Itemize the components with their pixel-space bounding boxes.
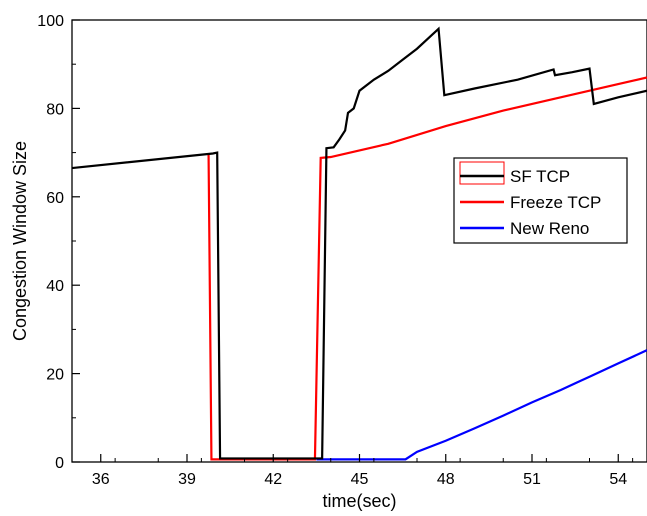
tick-layer: 36 39 42 45 48 51 54 0 20 40 60 80 100 <box>37 13 634 488</box>
legend: SF TCP Freeze TCP New Reno <box>453 157 628 244</box>
x-tick-label: 42 <box>264 471 282 488</box>
y-tick-label: 100 <box>37 13 64 30</box>
x-tick-label: 39 <box>178 471 196 488</box>
series-line-sf-tcp <box>71 26 647 460</box>
series-line-new-reno <box>316 349 647 461</box>
x-tick-label: 45 <box>351 471 369 488</box>
y-tick-label: 80 <box>46 101 64 118</box>
y-tick-label: 0 <box>55 455 64 472</box>
x-tick-label: 48 <box>437 471 455 488</box>
legend-label-new-reno: New Reno <box>510 219 589 238</box>
y-tick-label: 60 <box>46 190 64 207</box>
legend-swatch-highlight <box>459 161 505 185</box>
y-tick-label: 20 <box>46 367 64 384</box>
legend-label-freeze-tcp: Freeze TCP <box>510 193 601 212</box>
x-axis-label: time(sec) <box>322 491 396 511</box>
y-axis-label: Congestion Window Size <box>10 141 30 341</box>
x-tick-label: 54 <box>609 471 627 488</box>
x-tick-label: 51 <box>523 471 541 488</box>
series-layer <box>71 26 647 461</box>
legend-label-sf-tcp: SF TCP <box>510 167 570 186</box>
x-tick-label: 36 <box>92 471 110 488</box>
y-tick-label: 40 <box>46 278 64 295</box>
